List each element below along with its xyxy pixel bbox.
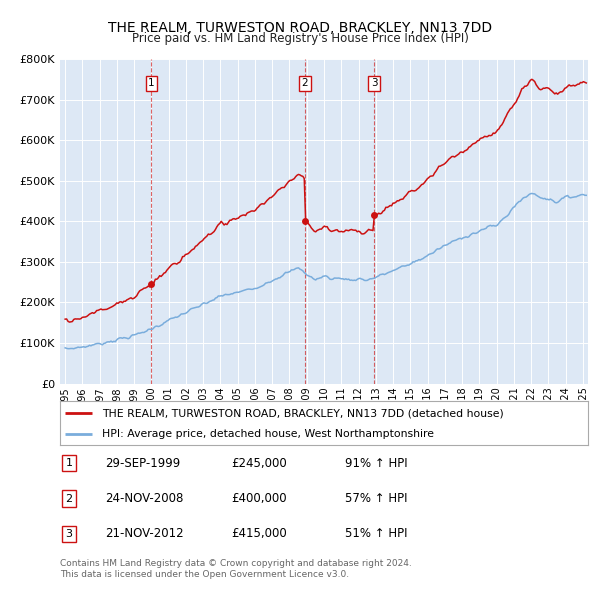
Text: THE REALM, TURWESTON ROAD, BRACKLEY, NN13 7DD: THE REALM, TURWESTON ROAD, BRACKLEY, NN1…: [108, 21, 492, 35]
Text: 91% ↑ HPI: 91% ↑ HPI: [345, 457, 407, 470]
Text: 29-SEP-1999: 29-SEP-1999: [105, 457, 180, 470]
Text: 2: 2: [65, 494, 73, 503]
Text: £245,000: £245,000: [231, 457, 287, 470]
Text: 24-NOV-2008: 24-NOV-2008: [105, 492, 184, 505]
Text: 3: 3: [65, 529, 73, 539]
Text: Price paid vs. HM Land Registry's House Price Index (HPI): Price paid vs. HM Land Registry's House …: [131, 32, 469, 45]
Text: £415,000: £415,000: [231, 527, 287, 540]
Text: 1: 1: [148, 78, 155, 88]
Text: £400,000: £400,000: [231, 492, 287, 505]
Text: This data is licensed under the Open Government Licence v3.0.: This data is licensed under the Open Gov…: [60, 571, 349, 579]
Text: 57% ↑ HPI: 57% ↑ HPI: [345, 492, 407, 505]
Text: 51% ↑ HPI: 51% ↑ HPI: [345, 527, 407, 540]
Text: 1: 1: [65, 458, 73, 468]
Text: 2: 2: [302, 78, 308, 88]
Text: 21-NOV-2012: 21-NOV-2012: [105, 527, 184, 540]
Text: Contains HM Land Registry data © Crown copyright and database right 2024.: Contains HM Land Registry data © Crown c…: [60, 559, 412, 568]
Text: THE REALM, TURWESTON ROAD, BRACKLEY, NN13 7DD (detached house): THE REALM, TURWESTON ROAD, BRACKLEY, NN1…: [102, 408, 504, 418]
Text: 3: 3: [371, 78, 377, 88]
Text: HPI: Average price, detached house, West Northamptonshire: HPI: Average price, detached house, West…: [102, 428, 434, 438]
